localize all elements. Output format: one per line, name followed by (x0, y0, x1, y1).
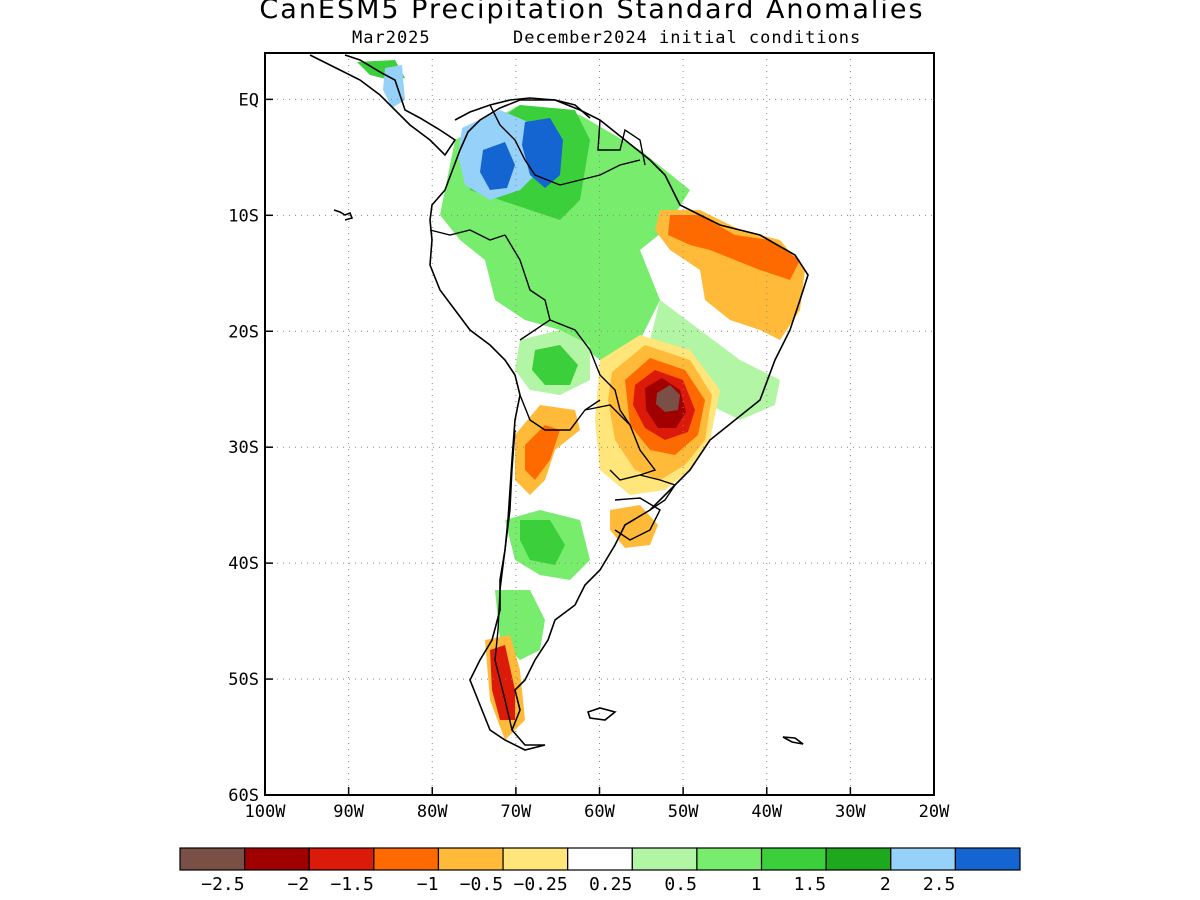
colorbar-label: −1 (417, 874, 439, 895)
south-georgia (782, 736, 804, 745)
anomaly-region-darkgreen-argentina (520, 520, 565, 565)
colorbar-label: 0.5 (664, 874, 697, 895)
colorbar-swatch (244, 847, 310, 871)
border-venezuela-brazil (559, 159, 641, 186)
y-tick-label: 30S (228, 438, 259, 458)
colorbar-swatch (696, 847, 763, 871)
anomaly-region-brown-central-brazil (656, 385, 680, 412)
colorbar-swatch (954, 847, 1021, 871)
colorbar-label: −0.5 (460, 874, 503, 895)
x-tick-label: 30W (835, 802, 866, 822)
x-tick-label: 60W (584, 802, 615, 822)
colorbar-label: 1.5 (794, 874, 827, 895)
border-guianas (597, 119, 646, 166)
country-borders (429, 104, 677, 731)
border-paraguay (584, 404, 657, 481)
x-tick-label: 40W (751, 802, 782, 822)
colorbar-swatch (308, 847, 375, 871)
anomaly-region-blue-colombia (480, 142, 515, 190)
anomaly-region-darkorange-chaco (525, 425, 560, 480)
y-tick-label: 40S (228, 554, 259, 574)
border-uruguay (614, 497, 661, 541)
border-bolivia-chile (519, 394, 601, 431)
x-tick-label: 90W (333, 802, 364, 822)
x-tick-label: 50W (668, 802, 699, 822)
gridlines (265, 53, 934, 795)
y-tick-label: 10S (228, 206, 259, 226)
y-tick-label: 50S (228, 670, 259, 690)
colorbar-swatch (825, 847, 892, 871)
border-bolivia-brazil (549, 319, 631, 426)
colorbar-swatch (890, 847, 956, 871)
caribbean-coastline (454, 97, 591, 121)
y-tick-label: 60S (228, 786, 259, 806)
colorbar-swatch (567, 847, 633, 871)
galapagos-islands (333, 209, 354, 221)
border-peru-brazil (504, 234, 551, 341)
anomaly-shading (357, 60, 805, 740)
colorbar-label: −2.5 (201, 874, 244, 895)
border-colombia-peru-ecuador (429, 229, 506, 241)
border-colombia-venezuela (489, 104, 561, 186)
colorbar-swatch (760, 847, 827, 871)
x-tick-label: 70W (501, 802, 532, 822)
colorbar-swatch (373, 847, 440, 871)
map-axes: 100W90W80W70W60W50W40W30W20W10NEQ10S20S3… (228, 90, 950, 822)
colorbar-swatch (502, 847, 569, 871)
anomaly-region-lightgreen-northeast (650, 300, 780, 420)
x-tick-label: 80W (417, 802, 448, 822)
colorbar-label: −1.5 (330, 874, 373, 895)
anomaly-region-green-bolivia (532, 345, 578, 385)
coastlines (309, 54, 809, 751)
border-chile-argentina (494, 429, 516, 731)
colorbar-label: 1 (751, 874, 762, 895)
anomaly-region-orange-uruguay (610, 505, 658, 548)
initial-conditions-label: December2024 initial conditions (513, 28, 862, 48)
border-argentina-brazil (639, 474, 677, 511)
colorbar-label: −0.25 (514, 874, 568, 895)
map-title: CanESM5 Precipitation Standard Anomalies (259, 0, 925, 25)
south-america-coastline (429, 99, 809, 751)
central-america-coastline (309, 54, 457, 157)
falkland-islands (586, 707, 617, 721)
colorbar-label: −2 (288, 874, 310, 895)
x-tick-label: 100W (245, 802, 287, 822)
y-tick-label: EQ (239, 90, 259, 110)
colorbar: −2.5 −2 −1.5 −1 −0.5 −0.25 0.25 0.5 1 1.5 2 2.5 (179, 847, 1021, 895)
colorbar-label: 0.25 (589, 874, 632, 895)
colorbar-label: 2.5 (923, 874, 956, 895)
colorbar-swatch (631, 847, 698, 871)
colorbar-label: 2 (880, 874, 891, 895)
forecast-month: Mar2025 (352, 28, 431, 48)
colorbar-swatch (437, 847, 504, 871)
colorbar-swatch (179, 847, 246, 871)
y-tick-label: 20S (228, 322, 259, 342)
x-tick-label: 20W (919, 802, 950, 822)
